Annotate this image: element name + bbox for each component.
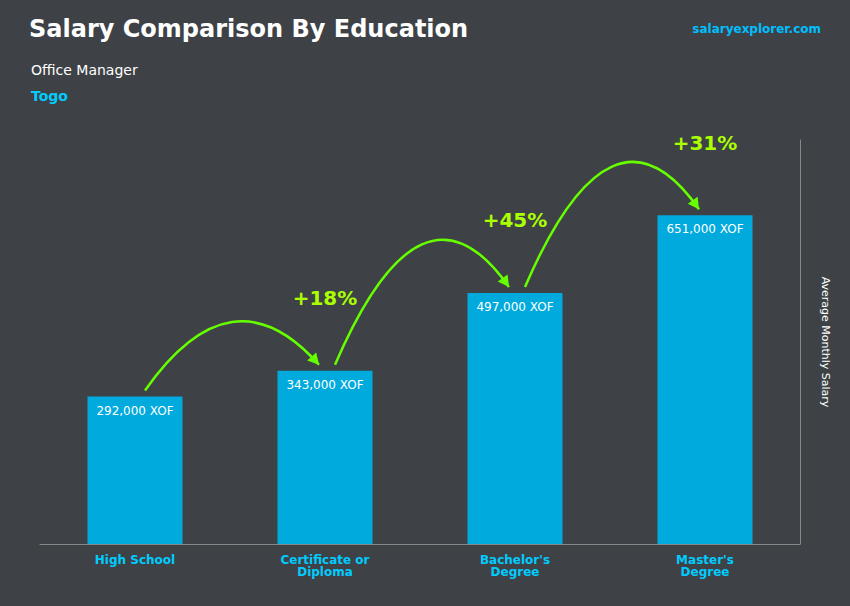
svg-text:Degree: Degree bbox=[681, 565, 730, 579]
svg-text:+18%: +18% bbox=[293, 286, 358, 310]
svg-text:+45%: +45% bbox=[483, 208, 548, 232]
svg-text:Certificate or: Certificate or bbox=[280, 553, 370, 567]
svg-text:343,000 XOF: 343,000 XOF bbox=[286, 378, 363, 392]
svg-text:+31%: +31% bbox=[673, 131, 738, 155]
svg-text:Office Manager: Office Manager bbox=[31, 62, 138, 78]
svg-text:Togo: Togo bbox=[31, 88, 68, 104]
svg-text:Master's: Master's bbox=[676, 553, 734, 567]
svg-text:651,000 XOF: 651,000 XOF bbox=[666, 222, 743, 236]
svg-text:Degree: Degree bbox=[491, 565, 540, 579]
svg-text:292,000 XOF: 292,000 XOF bbox=[96, 404, 173, 418]
svg-text:High School: High School bbox=[95, 553, 175, 567]
svg-text:Average Monthly Salary: Average Monthly Salary bbox=[819, 277, 832, 408]
svg-text:Salary Comparison By Education: Salary Comparison By Education bbox=[29, 15, 468, 43]
svg-text:salaryexplorer.com: salaryexplorer.com bbox=[692, 22, 821, 36]
svg-text:Diploma: Diploma bbox=[297, 565, 353, 579]
svg-text:Bachelor's: Bachelor's bbox=[479, 553, 551, 567]
svg-text:497,000 XOF: 497,000 XOF bbox=[476, 300, 553, 314]
